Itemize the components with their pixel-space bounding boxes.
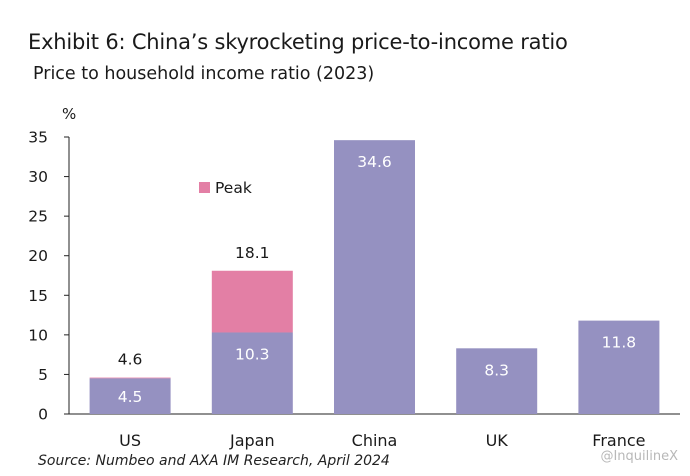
watermark: @InquilineX bbox=[600, 449, 678, 464]
bar bbox=[456, 348, 538, 414]
bar bbox=[334, 140, 415, 414]
peak-value-label: 4.6 bbox=[118, 351, 143, 369]
bar-value-label: 8.3 bbox=[484, 361, 509, 379]
chart-subtitle: Price to household income ratio (2023) bbox=[33, 64, 375, 84]
y-axis-unit-label: % bbox=[62, 105, 76, 123]
x-tick-label: France bbox=[592, 431, 645, 450]
legend-label-peak: Peak bbox=[215, 179, 252, 197]
x-tick-label: US bbox=[119, 431, 141, 450]
source-note: Source: Numbeo and AXA IM Research, Apri… bbox=[38, 453, 390, 469]
bar-value-label: 11.8 bbox=[602, 334, 637, 352]
bar bbox=[211, 332, 293, 414]
y-tick-label: 25 bbox=[28, 208, 48, 226]
y-tick-label: 35 bbox=[28, 129, 48, 147]
bar-value-label: 4.5 bbox=[118, 388, 143, 406]
y-tick-label: 0 bbox=[38, 406, 48, 424]
y-tick-label: 20 bbox=[28, 247, 48, 265]
bar-value-label: 34.6 bbox=[357, 153, 392, 171]
x-tick-label: China bbox=[352, 431, 398, 450]
bar bbox=[89, 378, 171, 414]
y-tick-label: 15 bbox=[28, 287, 48, 305]
x-tick-label: UK bbox=[486, 431, 509, 450]
bar bbox=[578, 320, 660, 414]
peak-bar-segment bbox=[89, 377, 171, 379]
y-tick-label: 5 bbox=[38, 366, 48, 384]
peak-bar-segment bbox=[211, 270, 293, 333]
x-tick-label: Japan bbox=[229, 431, 275, 450]
bar-value-label: 10.3 bbox=[235, 345, 270, 363]
y-tick-label: 30 bbox=[28, 168, 48, 186]
y-tick-label: 10 bbox=[28, 326, 48, 344]
chart-title: Exhibit 6: China’s skyrocketing price-to… bbox=[28, 30, 568, 54]
peak-value-label: 18.1 bbox=[235, 244, 270, 262]
legend-swatch-peak bbox=[199, 182, 210, 193]
